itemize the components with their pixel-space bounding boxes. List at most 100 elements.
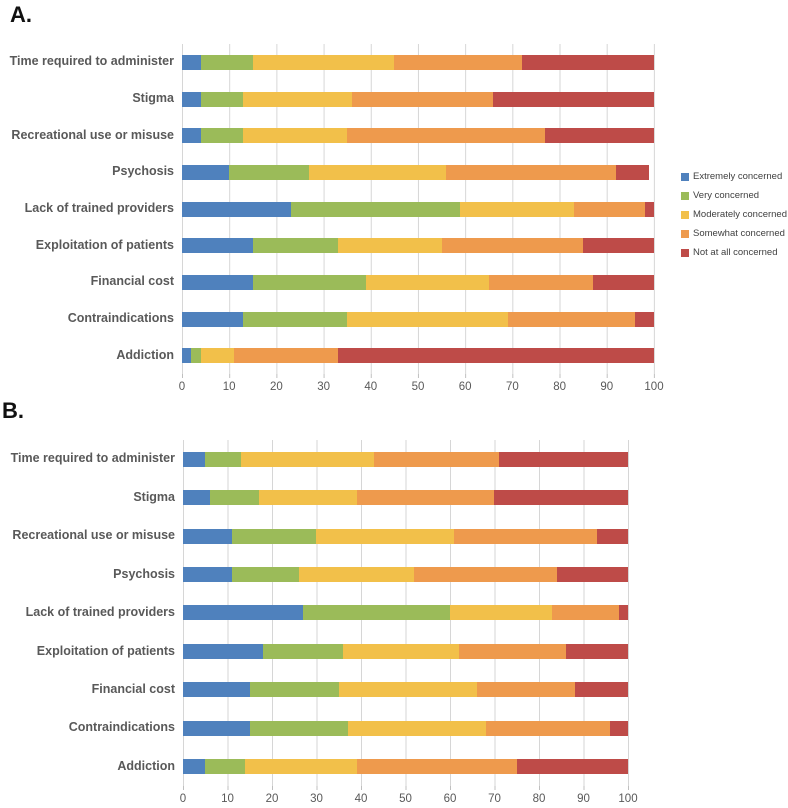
bar-segment — [209, 490, 259, 506]
bar-segment — [263, 643, 344, 659]
x-axis-tick-label: 10 — [222, 381, 236, 393]
x-axis-tick-label: 70 — [505, 381, 519, 393]
bar-segment — [182, 238, 253, 254]
bar-segment — [552, 605, 620, 621]
bar-row: Contraindications — [0, 301, 788, 338]
bar-row: Lack of trained providers — [0, 191, 788, 228]
bar-track — [183, 451, 628, 467]
x-axis-tick-label: 30 — [317, 381, 330, 393]
bar-segment — [441, 238, 584, 254]
x-axis-tick-label: 100 — [644, 381, 664, 393]
legend-label: Not at all concerned — [693, 247, 778, 258]
bar-segment — [182, 128, 201, 144]
x-axis-tick-label: 40 — [364, 381, 378, 393]
bar-segment — [516, 759, 628, 775]
bar-row: Recreational use or misuse — [0, 517, 788, 555]
bar-row: Addiction — [0, 337, 788, 374]
bar-segment — [231, 567, 299, 583]
bar-segment — [343, 643, 459, 659]
x-axis-tick-label: 0 — [178, 381, 186, 393]
legend-label: Very concerned — [693, 190, 760, 201]
category-label: Contraindications — [68, 720, 175, 735]
legend-item: Moderately concerned — [681, 209, 787, 220]
bar-rows: Time required to administer Stigma Recreat… — [0, 44, 788, 374]
x-axis-tick-label: 80 — [532, 793, 546, 805]
bar-segment — [347, 720, 486, 736]
bar-segment — [619, 605, 628, 621]
category-label: Time required to administer — [9, 54, 174, 69]
bar-segment — [191, 348, 201, 364]
bar-segment — [182, 164, 230, 180]
bar-segment — [249, 720, 348, 736]
legend-swatch — [681, 191, 689, 200]
bar-track — [183, 605, 628, 621]
bar-track — [182, 54, 654, 70]
x-axis-tick-label: 90 — [600, 381, 614, 393]
bar-segment — [316, 528, 455, 544]
x-axis-tick-label: 80 — [553, 381, 566, 393]
bar-segment — [200, 128, 244, 144]
bar-segment — [182, 201, 291, 217]
bar-segment — [414, 567, 557, 583]
bar-track — [183, 759, 628, 775]
bar-segment — [521, 54, 654, 70]
bar-row: Contraindications — [0, 709, 788, 747]
bar-segment — [183, 490, 210, 506]
bar-segment — [460, 201, 574, 217]
category-label: Recreational use or misuse — [11, 127, 174, 142]
category-label: Psychosis — [113, 566, 175, 581]
bar-row: Lack of trained providers — [0, 594, 788, 632]
bar-row: Exploitation of patients — [0, 227, 788, 264]
bar-segment — [565, 643, 628, 659]
bar-row: Psychosis — [0, 154, 788, 191]
bar-segment — [494, 490, 628, 506]
bar-segment — [303, 605, 450, 621]
x-axis-tick-label: 30 — [310, 793, 323, 805]
legend-label: Moderately concerned — [693, 209, 787, 220]
bar-segment — [182, 311, 244, 327]
panel-b-label: B. — [2, 398, 24, 423]
x-axis-tick-label: 40 — [354, 793, 368, 805]
category-label: Financial cost — [90, 274, 174, 289]
bar-track — [183, 528, 628, 544]
bar-segment — [252, 274, 367, 290]
bar-track — [182, 311, 654, 327]
x-axis: 0 10 20 30 40 50 60 70 80 90 100 — [180, 786, 638, 808]
bar-segment — [351, 91, 494, 107]
legend-label: Somewhat concerned — [693, 228, 785, 239]
bar-segment — [258, 490, 357, 506]
bar-track — [182, 91, 654, 107]
legend: Extremely concerned Very concerned Moderat… — [681, 171, 787, 266]
bar-row: Stigma — [0, 81, 788, 118]
bar-segment — [182, 91, 201, 107]
bar-segment — [498, 451, 628, 467]
bar-segment — [394, 54, 522, 70]
x-axis-tick-label: 20 — [269, 381, 283, 393]
category-label: Lack of trained providers — [25, 605, 175, 620]
bar-segment — [493, 91, 654, 107]
bar-segment — [592, 274, 654, 290]
bar-track — [183, 567, 628, 583]
bar-segment — [644, 201, 654, 217]
bar-segment — [231, 528, 317, 544]
category-label: Exploitation of patients — [35, 237, 174, 252]
bar-segment — [476, 682, 575, 698]
bar-segment — [183, 720, 250, 736]
bar-track — [182, 201, 654, 217]
x-axis: 0 10 20 30 40 50 60 70 80 90 100 — [178, 374, 664, 396]
bar-track — [183, 643, 628, 659]
bar-row: Exploitation of patients — [0, 632, 788, 670]
x-axis-tick-label: 90 — [577, 793, 590, 805]
bar-segment — [200, 91, 244, 107]
legend-swatch — [681, 210, 689, 219]
legend-item: Extremely concerned — [681, 171, 787, 182]
bar-segment — [245, 759, 357, 775]
bar-segment — [233, 348, 338, 364]
bar-segment — [183, 759, 206, 775]
bar-row: Stigma — [0, 478, 788, 516]
category-label: Financial cost — [91, 681, 175, 696]
bar-row: Recreational use or misuse — [0, 117, 788, 154]
legend-item: Not at all concerned — [681, 247, 787, 258]
bar-segment — [556, 567, 628, 583]
